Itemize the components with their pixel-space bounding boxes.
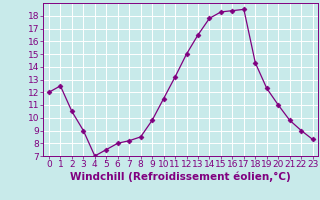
X-axis label: Windchill (Refroidissement éolien,°C): Windchill (Refroidissement éolien,°C) (70, 172, 291, 182)
